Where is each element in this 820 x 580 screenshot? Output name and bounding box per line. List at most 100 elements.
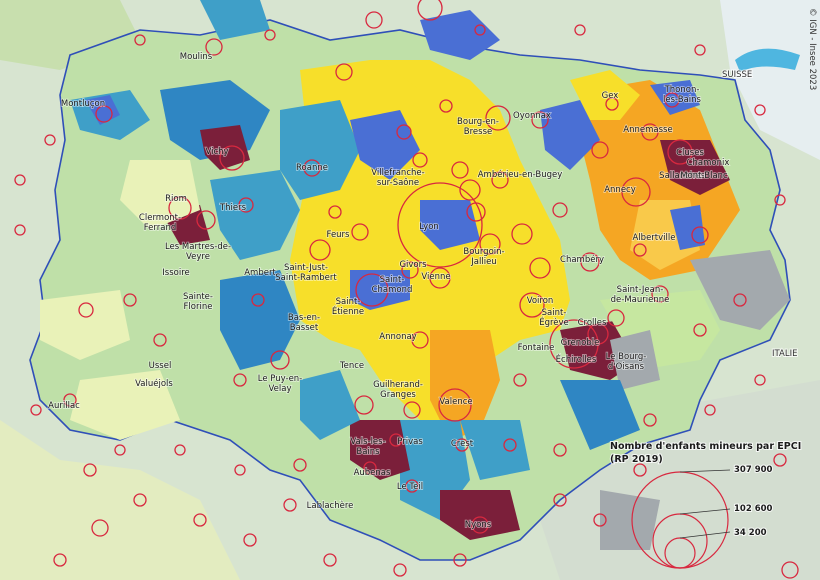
population-circle [193,513,207,527]
city-label: Fontaine [518,343,555,353]
legend-value-medium: 102 600 [734,504,773,514]
choropleth-zone-blue [420,10,500,60]
population-circle [95,105,113,123]
population-circle [403,401,421,419]
population-circle [251,293,265,307]
population-circle [405,479,419,493]
population-circle [580,252,600,272]
population-circle [412,152,428,168]
population-circle [511,223,533,245]
population-circle [503,438,517,452]
population-circle [471,516,489,534]
population-circle [574,24,586,36]
population-circle [513,373,527,387]
population-circle [133,493,147,507]
population-circle [417,0,443,21]
city-label: Givors [399,260,427,270]
population-circle [455,438,469,452]
population-circle [643,413,657,427]
choropleth-zone-blue [670,205,705,250]
city-label: Aubenas [354,468,391,478]
choropleth-zone-blue [650,80,700,115]
population-circle [396,124,412,140]
city-label: Albertville [633,233,676,243]
population-circle [552,202,568,218]
choropleth-zone-blue [540,100,600,170]
population-circle [233,373,247,387]
population-circle [393,563,407,577]
choropleth-zone-teal [200,0,270,40]
choropleth-zone-blue [420,200,480,250]
city-label: Riom [165,194,187,204]
proportional-circles-layer [14,0,799,579]
city-label: Annonay [379,332,416,342]
city-label: Valuéjols [135,378,173,389]
population-circle [474,24,486,36]
choropleth-zone-teal [280,100,360,200]
population-circle [553,493,567,507]
city-label: Sallanches [659,171,705,181]
neighbour-area [0,420,240,580]
city-label: Bourgoin-Jallieu [463,247,504,267]
population-circle [641,123,659,141]
population-circle [219,145,245,171]
city-label: Privas [397,437,423,447]
population-circle [205,38,223,56]
country-label-suisse: SUISSE [722,70,752,80]
city-label: Thonon-les-Bains [663,85,702,105]
population-circle [389,433,403,447]
population-circle [123,293,137,307]
choropleth-zone-very-low [40,290,130,360]
population-circle [411,331,429,349]
population-circle [14,224,26,236]
choropleth-zone-yellow [570,70,640,120]
city-label: Vals-les-Bains [350,437,385,457]
population-circle [293,458,307,472]
population-circle [270,350,290,370]
population-circle [633,243,647,257]
population-circle [114,444,126,456]
city-label: Crolles [578,318,607,328]
population-circle [401,261,419,279]
population-circle [451,161,469,179]
choropleth-zone-teal [210,170,300,260]
population-circle [591,141,609,159]
population-circle [14,174,26,186]
population-circle [323,553,337,567]
city-label: Bourg-en-Bresse [457,117,499,137]
lake-geneva [735,48,800,72]
city-label: Saint-Jean-de-Maurienne [611,285,670,305]
population-circle [365,11,383,29]
city-label: Lyon [419,222,439,232]
population-circle [621,177,651,207]
city-label: Feurs [327,230,351,240]
population-circle [693,323,707,337]
choropleth-zone-very-low [70,370,180,440]
population-circle [238,197,254,213]
population-circle [78,302,94,318]
population-circle [355,273,389,307]
city-label: Ussel [149,361,172,371]
city-label: Saint-Chamond [372,275,413,295]
population-circle [691,226,709,244]
population-circle [519,292,545,318]
choropleth-zone-blue [350,110,420,180]
population-circle [354,395,374,415]
population-circle [309,239,331,261]
population-circle [704,404,716,416]
city-label: Mont-Blanc [680,171,728,181]
choropleth-zone-very-low [120,160,200,230]
city-label: Le Teil [397,482,423,492]
legend-value-large: 307 900 [734,465,773,475]
population-circle [633,463,647,477]
city-label: Saint-Étienne [332,297,364,317]
city-label: Guilherand-Granges [373,380,423,400]
city-label: Valence [439,397,472,407]
credit-text: © IGN - Insee 2023 [807,8,817,90]
city-label: Les Martres-de-Veyre [165,242,231,262]
legend-leader [679,469,731,473]
choropleth-zone-teal [220,270,300,370]
city-label: Saint-Égrève [539,308,569,328]
population-circle [781,561,799,579]
